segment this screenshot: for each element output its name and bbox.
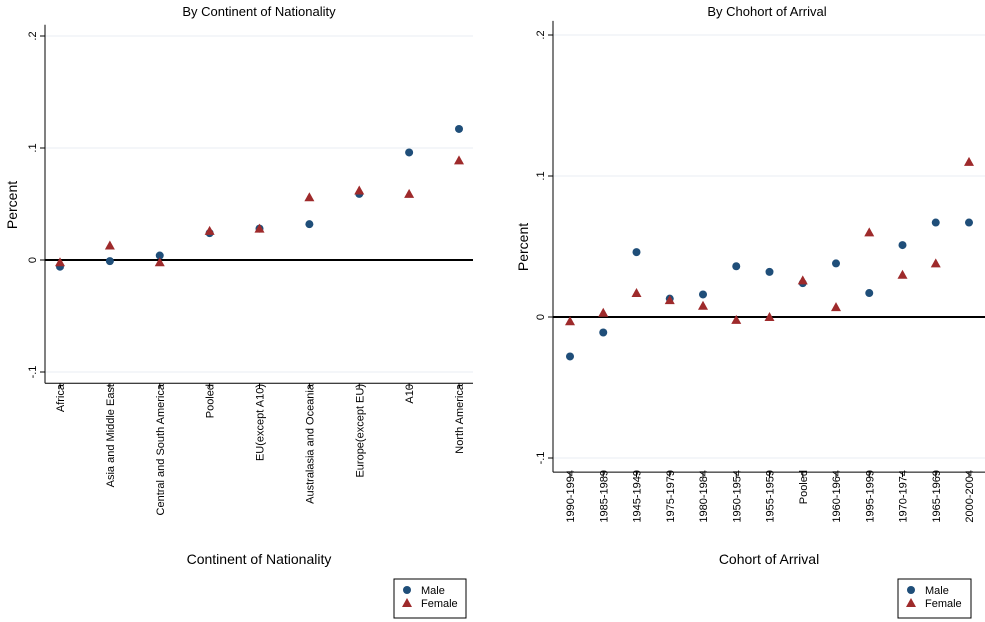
female-point-pooled	[204, 225, 215, 235]
legend-label-male: Male	[925, 585, 949, 597]
legend-label-male: Male	[421, 585, 445, 597]
y-tick-label: -.1	[27, 366, 39, 379]
x-tick-label-1970-1974: 1970-1974	[898, 470, 910, 523]
female-point-1975-1979	[664, 295, 675, 305]
legend-label-female: Female	[421, 598, 458, 610]
male-point-1950-1954	[732, 262, 741, 271]
female-point-1990-1994	[565, 316, 575, 326]
x-tick-label-asia-and-middle-east: Asia and Middle East	[105, 384, 117, 487]
female-point-1985-1989	[598, 307, 609, 317]
legend-marker-female	[906, 598, 916, 607]
x-tick-label-1980-1984: 1980-1984	[698, 470, 710, 523]
male-point-1945-1949	[632, 248, 641, 257]
chart-panel-2: By Chohort of Arrival -.1 0 .1 .2 Percent 1990…	[515, 4, 985, 619]
male-point-1955-1959	[765, 267, 774, 276]
female-point-1970-1974	[897, 269, 908, 279]
x-tick-label-central-and-south-america: Central and South America	[155, 383, 167, 515]
legend-label-female: Female	[925, 598, 962, 610]
female-point-asia-and-middle-east	[104, 240, 115, 250]
female-point-europe-except-eu	[354, 185, 365, 195]
male-point-1960-1964	[832, 259, 840, 268]
x-tick-label-1965-1969: 1965-1969	[931, 470, 943, 523]
male-point-north-america	[455, 124, 463, 133]
male-point-australasia-and-oceania	[305, 220, 314, 229]
y-tick-label: 0	[535, 314, 547, 320]
female-point-1980-1984	[698, 300, 708, 310]
x-tick-label-eu-except-a10: EU(except A10)	[255, 384, 267, 461]
male-point-1985-1989	[599, 328, 608, 337]
x-tick-label-1960-1964: 1960-1964	[831, 470, 843, 523]
x-tick-label-africa: Africa	[55, 383, 67, 412]
y-tick-label: .2	[535, 30, 547, 39]
male-point-1965-1969	[931, 218, 940, 227]
female-point-africa	[55, 257, 65, 267]
y-axis-label: Percent	[4, 181, 20, 229]
legend-box	[897, 578, 972, 619]
x-tick-label-1945-1949: 1945-1949	[632, 470, 644, 523]
chart-title: By Continent of Nationality	[182, 4, 336, 19]
female-point-north-america	[454, 155, 464, 165]
female-point-2000-2004	[964, 156, 974, 166]
y-tick-label: .2	[27, 31, 39, 40]
chart-panel-1: By Continent of Nationality -.1 0 .1 .2 Perce…	[4, 4, 473, 619]
male-point-1970-1974	[898, 241, 907, 250]
x-tick-label-1985-1989: 1985-1989	[598, 470, 610, 523]
female-point-1950-1954	[731, 314, 742, 324]
female-point-central-and-south-america	[154, 257, 165, 267]
female-point-pooled	[797, 275, 808, 285]
male-point-central-and-south-america	[155, 251, 164, 260]
female-point-1960-1964	[831, 302, 841, 312]
x-axis-label: Cohort of Arrival	[719, 551, 819, 567]
y-axis-label: Percent	[515, 223, 531, 271]
x-tick-label-europe-except-eu: Europe(except EU)	[354, 384, 366, 478]
male-point-1995-1999	[865, 289, 874, 298]
legend-marker-female	[402, 598, 412, 607]
male-point-a10	[405, 148, 414, 157]
male-point-1990-1994	[566, 352, 574, 361]
legend-box	[393, 578, 467, 619]
y-tick-label: .1	[535, 171, 547, 180]
x-tick-label-north-america: North America	[454, 383, 466, 454]
legend-marker-male	[907, 586, 915, 594]
y-tick-label: 0	[27, 257, 39, 263]
female-point-1945-1949	[631, 288, 642, 298]
chart-title: By Chohort of Arrival	[707, 4, 826, 19]
female-point-1955-1959	[764, 312, 775, 321]
x-tick-label-2000-2004: 2000-2004	[964, 470, 976, 523]
female-point-eu-except-a10	[254, 223, 265, 233]
male-point-2000-2004	[965, 218, 973, 227]
female-point-australasia-and-oceania	[304, 192, 315, 202]
x-tick-label-1975-1979: 1975-1979	[665, 470, 677, 523]
x-tick-label-a10: A10	[404, 384, 416, 404]
x-tick-label-1990-1994: 1990-1994	[565, 470, 577, 523]
x-tick-label-pooled: Pooled	[205, 384, 217, 418]
female-point-1965-1969	[930, 258, 941, 268]
x-tick-label-1995-1999: 1995-1999	[864, 470, 876, 523]
y-tick-label: .1	[27, 143, 39, 152]
male-point-asia-and-middle-east	[105, 257, 114, 266]
x-tick-label-1955-1959: 1955-1959	[765, 470, 777, 523]
y-tick-label: -.1	[535, 452, 547, 465]
x-tick-label-pooled: Pooled	[798, 470, 810, 504]
female-point-a10	[404, 188, 415, 198]
x-tick-label-australasia-and-oceania: Australasia and Oceania	[304, 383, 316, 504]
x-axis-label: Continent of Nationality	[187, 551, 332, 567]
female-point-1995-1999	[864, 227, 875, 237]
male-point-1980-1984	[699, 290, 707, 299]
x-tick-label-1950-1954: 1950-1954	[731, 470, 743, 523]
legend-marker-male	[403, 586, 411, 594]
